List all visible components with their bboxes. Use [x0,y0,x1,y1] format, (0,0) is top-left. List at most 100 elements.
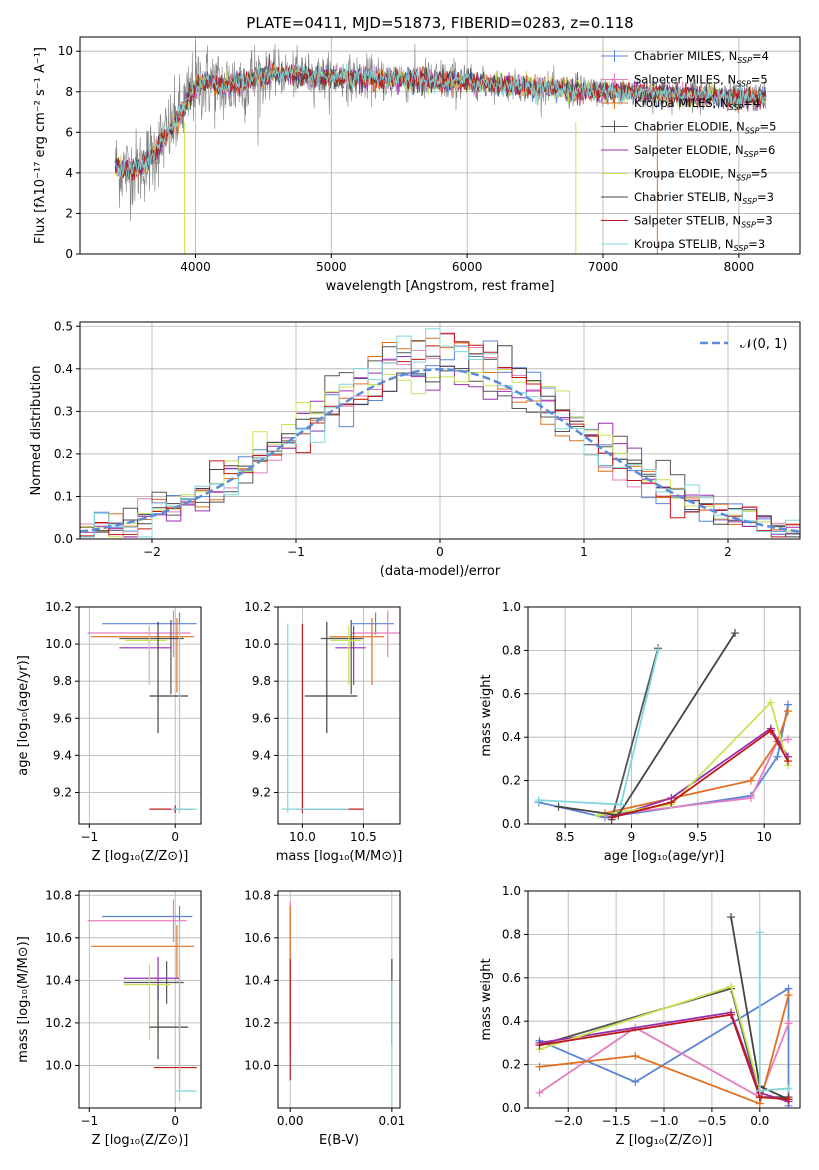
plot-area [534,629,793,824]
panel-mass_vs_ebv: 0.00 0.01 10.0 10.2 10.4 10.6 10.8 E(B-V) [244,888,405,1148]
y-tick-label: 0.2 [54,447,73,461]
series-point [766,726,775,735]
y-tick-label: 9.2 [53,785,72,799]
x-tick-label: 10.0 [289,830,316,844]
series-point [727,1010,736,1019]
y-tick-label: 9.2 [252,785,271,799]
series-line [611,729,789,819]
series-point [784,1084,793,1093]
panel-age_vs_Z: −1 0 9.2 9.4 9.6 9.8 10.0 10.2 Z [log₁₀(Z/Z⊙)] ag… [16,600,202,864]
x-tick-label: 8000 [724,260,755,274]
x-axis-label: wavelength [Angstrom, rest frame] [326,279,555,294]
x-tick-label: −1.0 [649,1114,678,1128]
y-tick-label: 10.0 [45,637,72,651]
y-tick-label: 10.2 [45,600,72,614]
x-tick-label: 9.5 [688,830,707,844]
plot-area [87,610,197,813]
x-axis-label: Z [log₁₀(Z/Z⊙)] [92,1133,189,1148]
series-line [611,727,789,819]
panel-spectrum: 4000 5000 6000 7000 8000 0 2 4 6 8 10 wavelength [A… [33,36,801,294]
y-tick-label: 8 [65,85,73,99]
x-tick-label: 0 [171,1114,179,1128]
plot-area [114,41,767,254]
y-tick-label: 9.8 [252,674,271,688]
x-tick-label: −2.0 [554,1114,583,1128]
legend-sub: SSP [734,244,749,253]
legend-sub: SSP [742,197,757,206]
x-tick-label: 0 [171,830,179,844]
x-tick-label: 10 [757,830,772,844]
legend-text: Salpeter STELIB, N [634,214,741,228]
series-line [538,1023,790,1099]
legend-text: Kroupa ELODIE, N [634,167,736,181]
y-tick-label: 10.2 [244,600,271,614]
x-axis-label: age [log₁₀(age/yr)] [604,849,725,864]
x-tick-label: 0.0 [750,1114,769,1128]
y-tick-label: 1.0 [502,884,521,898]
y-tick-label: 0.5 [54,319,73,333]
y-axis-label: Normed distribution [29,366,44,496]
x-tick-label: 6000 [452,260,483,274]
y-tick-label: 10.8 [45,888,72,902]
series-point [535,1062,544,1071]
y-axis-label: age [log₁₀(age/yr)] [16,655,31,776]
legend-text: Kroupa MILES, N [634,96,729,110]
axes-frame [78,890,202,1109]
x-axis-label: Z [log₁₀(Z/Z⊙)] [616,1133,713,1148]
y-tick-label: 0.0 [54,532,73,546]
y-tick-label: 10.0 [45,1058,72,1072]
series-point [534,796,543,805]
x-tick-label: 1 [580,545,588,559]
x-tick-label: 7000 [588,260,619,274]
series-point [784,991,793,1000]
series-line [558,632,736,817]
y-axis-label: Flux [fλ10⁻¹⁷ erg cm⁻² s⁻¹ A⁻¹] [33,47,48,244]
series-point [784,1095,793,1104]
y-tick-label: 0.8 [502,643,521,657]
legend-sub: SSP [741,221,756,230]
legend-sub: SSP [745,127,760,136]
y-tick-label: 9.6 [53,711,72,725]
legend-label: Chabrier MILES, NSSP=4 [634,49,769,65]
panel-weight_vs_age: 8.5 9 9.5 10 0.0 0.2 0.4 0.6 0.8 1.0 age [log₁₀(ag… [479,600,801,864]
y-tick-label: 2 [65,206,73,220]
y-tick-label: 10.4 [244,973,271,987]
axes-frame [79,36,801,255]
x-tick-label: 4000 [180,260,211,274]
series-point [535,1041,544,1050]
y-tick-label: 9.6 [252,711,271,725]
legend-tail: =4 [743,96,760,110]
x-tick-label: −1 [80,1114,98,1128]
x-axis-label: mass [log₁₀(M/M⊙)] [276,849,403,864]
axes-frame [78,606,202,825]
x-tick-label: −2 [143,545,161,559]
y-tick-label: 0.6 [502,687,521,701]
y-tick-label: 0.6 [502,971,521,985]
y-tick-label: 10.8 [244,888,271,902]
axes-frame [79,321,801,540]
x-tick-label: 0.00 [277,1114,304,1128]
legend-text: Chabrier ELODIE, N [634,120,745,134]
legend-tail: =3 [748,237,765,251]
series-point [766,698,775,707]
y-tick-label: 0 [65,247,73,261]
gaussian-curve [80,368,800,533]
legend-sub: SSP [729,103,744,112]
x-tick-label: 5000 [316,260,347,274]
plot-area [281,610,400,813]
legend-text: Salpeter MILES, N [634,73,736,87]
series-line [604,738,789,817]
y-tick-label: 6 [65,125,73,139]
series-point [535,1088,544,1097]
y-tick-label: 9.8 [53,674,72,688]
plot-area [289,901,393,1108]
legend-tail: =3 [756,214,773,228]
plot-area [80,328,800,538]
y-tick-label: 0.3 [54,404,73,418]
legend-label: Chabrier ELODIE, NSSP=5 [634,120,776,136]
x-tick-label: 0 [436,545,444,559]
legend-tail: =6 [758,143,775,157]
series-point [607,813,616,822]
legend-sub: SSP [736,80,751,89]
